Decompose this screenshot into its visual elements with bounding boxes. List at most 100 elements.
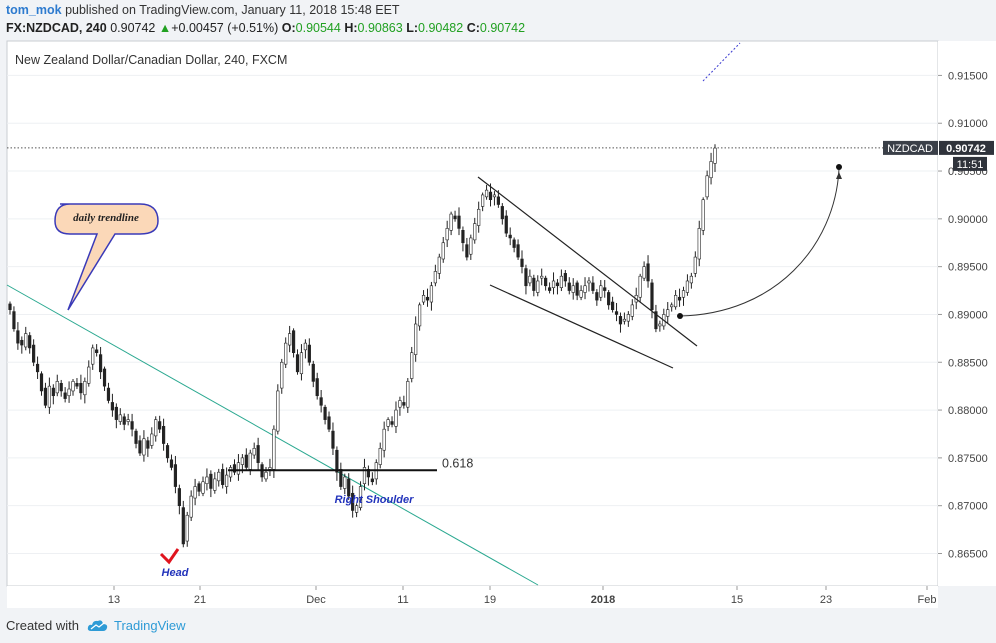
price-tick-label: 0.90000 [948, 214, 988, 226]
candle-body [677, 296, 682, 301]
high-value: 0.90863 [357, 21, 403, 35]
candle-body [433, 271, 437, 284]
tradingview-link[interactable]: TradingView [87, 618, 186, 633]
price-tick-label: 0.88500 [948, 357, 988, 369]
candle-body [705, 175, 709, 198]
candle-body [221, 469, 225, 485]
candle-body [670, 304, 674, 308]
publish-info: tom_mok published on TradingView.com, Ja… [6, 3, 400, 17]
candle-body [614, 311, 619, 315]
time-tick-label: 21 [194, 594, 206, 606]
candle-body [209, 473, 213, 489]
wedge-lower-line [489, 284, 674, 369]
arc-end-dot [836, 164, 842, 170]
brand-text: TradingView [113, 618, 186, 633]
price-tick-label: 0.91500 [948, 70, 988, 82]
candle-body [496, 196, 500, 205]
candle-body [248, 452, 252, 470]
callout-text: daily trendline [73, 212, 139, 224]
candle-body [351, 492, 355, 511]
candle-body [12, 311, 16, 330]
candle-body [311, 363, 315, 382]
candle-body [134, 430, 138, 444]
candle-body [516, 244, 520, 258]
candle-body [666, 309, 670, 317]
candle-body [563, 273, 567, 282]
symbol-tag [883, 140, 938, 155]
price-tick-label: 0.91000 [948, 118, 988, 130]
candle-body [390, 421, 394, 425]
candle-body [685, 280, 690, 293]
candle-body [295, 354, 300, 373]
candle-body [575, 282, 579, 296]
candle-body [559, 275, 563, 288]
price-chart[interactable]: 0.915000.910000.905000.900000.895000.890… [0, 40, 996, 612]
candle-body [465, 244, 469, 258]
candle-body [567, 282, 571, 291]
high-label: H: [344, 21, 358, 35]
price-tick-label: 0.86500 [948, 548, 988, 560]
candle-body [445, 228, 449, 241]
open-value: 0.90544 [295, 21, 341, 35]
candle-body [173, 464, 178, 487]
arc-arrow-icon [836, 172, 842, 179]
arc-start-dot [677, 313, 683, 319]
candle-body [126, 419, 130, 422]
candle-body [681, 290, 686, 298]
candle-body [67, 388, 71, 397]
candle-body [603, 287, 607, 291]
close-label: C: [466, 21, 480, 35]
candle-body [165, 445, 170, 459]
candle-body [276, 390, 280, 432]
candle-body [91, 347, 95, 365]
candle-body [544, 277, 548, 287]
candle-body [441, 242, 445, 260]
time-tick-label: 13 [108, 594, 120, 606]
candle-body [319, 397, 323, 406]
wedge-upper-line [477, 176, 698, 347]
plot-area [6, 40, 939, 587]
candle-body [47, 385, 51, 408]
candle-body [481, 194, 485, 207]
candle-body [642, 266, 646, 279]
candle-body [693, 256, 697, 274]
price-axis [938, 41, 996, 586]
candle-body [35, 363, 40, 373]
candle-body [425, 296, 430, 301]
candle-body [418, 304, 422, 327]
candle-body [382, 428, 386, 451]
candle-body [488, 191, 493, 201]
symbol-label: FX:NZDCAD, 240 [6, 21, 107, 35]
projection-arc [679, 168, 840, 317]
candle-body [272, 428, 276, 470]
price-tick-label: 0.87500 [948, 453, 988, 465]
candle-body [701, 199, 705, 231]
candle-body [268, 467, 272, 470]
candle-body [697, 228, 701, 260]
candle-body [102, 368, 107, 387]
candle-body [504, 215, 508, 234]
candle-body [551, 280, 556, 288]
candle-body [63, 392, 67, 399]
current-price-tag [939, 140, 994, 155]
candle-body [429, 285, 434, 303]
time-tick-label: Dec [306, 594, 326, 606]
candle-body [232, 464, 237, 473]
candle-body [362, 467, 367, 484]
time-tick-label: 2018 [591, 594, 615, 606]
candle-body [130, 421, 134, 430]
candle-body [83, 381, 87, 396]
author-link[interactable]: tom_mok [6, 3, 62, 17]
time-tick-label: 11 [397, 594, 408, 606]
candle-body [343, 476, 347, 489]
price-tick-label: 0.89000 [948, 309, 988, 321]
candle-body [500, 206, 504, 220]
price-tick-label: 0.87000 [948, 501, 988, 513]
candle-body [205, 476, 209, 484]
candle-body [240, 457, 244, 465]
candle-body [484, 189, 489, 198]
candle-body [398, 400, 402, 408]
up-triangle-icon: ▲ [158, 21, 172, 35]
candle-body [587, 280, 591, 284]
candle-body [358, 486, 363, 508]
